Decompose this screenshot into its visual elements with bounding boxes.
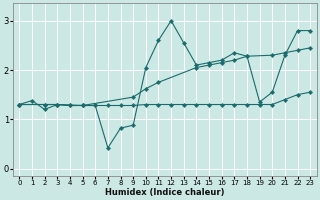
- X-axis label: Humidex (Indice chaleur): Humidex (Indice chaleur): [105, 188, 225, 197]
